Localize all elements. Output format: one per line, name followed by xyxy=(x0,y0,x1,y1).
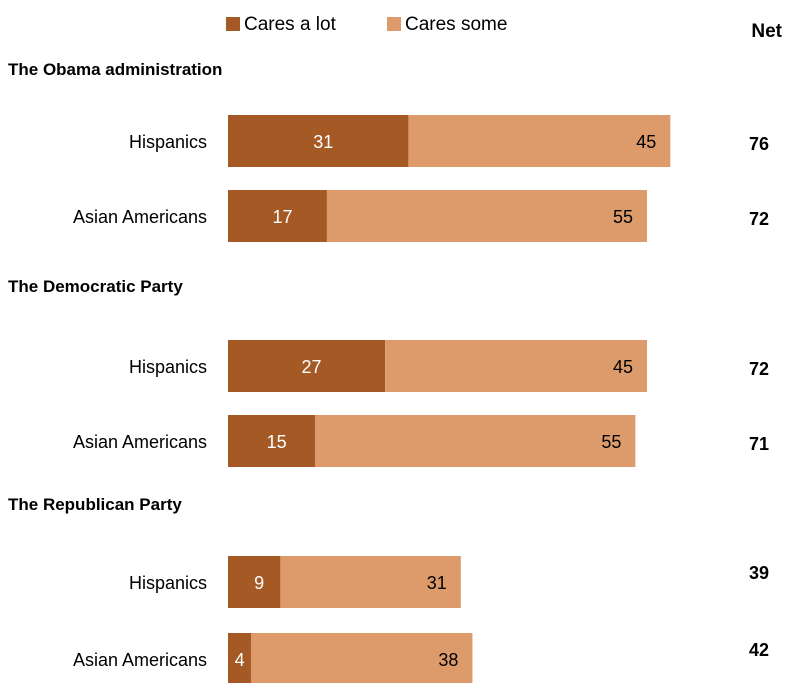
row-label-0-0: Hispanics xyxy=(129,132,207,152)
group-title-1: The Democratic Party xyxy=(8,277,183,296)
bar-1-1-1 xyxy=(315,415,636,467)
bar-2-1-0 xyxy=(228,633,252,683)
bar-1-1-0 xyxy=(228,415,316,467)
net-value-0-0: 76 xyxy=(749,134,769,154)
bar-label-1-1-1: 55 xyxy=(601,432,621,452)
bar-label-1-1-0: 15 xyxy=(267,432,287,452)
bar-0-0-0 xyxy=(228,115,409,167)
row-label-0-1: Asian Americans xyxy=(73,207,207,227)
bar-0-0-1 xyxy=(408,115,671,167)
legend-swatch-1 xyxy=(387,17,401,31)
row-label-1-0: Hispanics xyxy=(129,357,207,377)
row-label-2-1: Asian Americans xyxy=(73,650,207,670)
bar-0-1-1 xyxy=(326,190,648,242)
bar-label-0-1-1: 55 xyxy=(613,207,633,227)
legend-swatch-0 xyxy=(226,17,240,31)
net-value-2-1: 42 xyxy=(749,640,769,660)
net-value-1-0: 72 xyxy=(749,359,769,379)
bar-label-0-1-0: 17 xyxy=(272,207,292,227)
net-value-2-0: 39 xyxy=(749,563,769,583)
bar-label-2-1-1: 38 xyxy=(438,650,458,670)
bar-label-0-0-0: 31 xyxy=(313,132,333,152)
bar-2-0-1 xyxy=(280,556,461,608)
bar-1-0-0 xyxy=(228,340,386,392)
group-title-0: The Obama administration xyxy=(8,60,222,79)
bar-label-2-0-1: 31 xyxy=(427,573,447,593)
legend-label-1: Cares some xyxy=(405,14,507,35)
bar-label-2-1-0: 4 xyxy=(235,650,245,670)
row-label-1-1: Asian Americans xyxy=(73,432,207,452)
bar-1-0-1 xyxy=(385,340,648,392)
net-value-1-1: 71 xyxy=(749,434,769,454)
bar-2-1-1 xyxy=(251,633,473,683)
net-value-0-1: 72 xyxy=(749,209,769,229)
legend-label-0: Cares a lot xyxy=(244,14,337,35)
bar-label-2-0-0: 9 xyxy=(254,573,264,593)
group-title-2: The Republican Party xyxy=(8,495,182,514)
bar-2-0-0 xyxy=(228,556,281,608)
bar-label-0-0-1: 45 xyxy=(636,132,656,152)
row-label-2-0: Hispanics xyxy=(129,573,207,593)
bar-0-1-0 xyxy=(228,190,327,242)
bar-label-1-0-0: 27 xyxy=(302,357,322,377)
bar-label-1-0-1: 45 xyxy=(613,357,633,377)
net-header: Net xyxy=(751,21,782,42)
